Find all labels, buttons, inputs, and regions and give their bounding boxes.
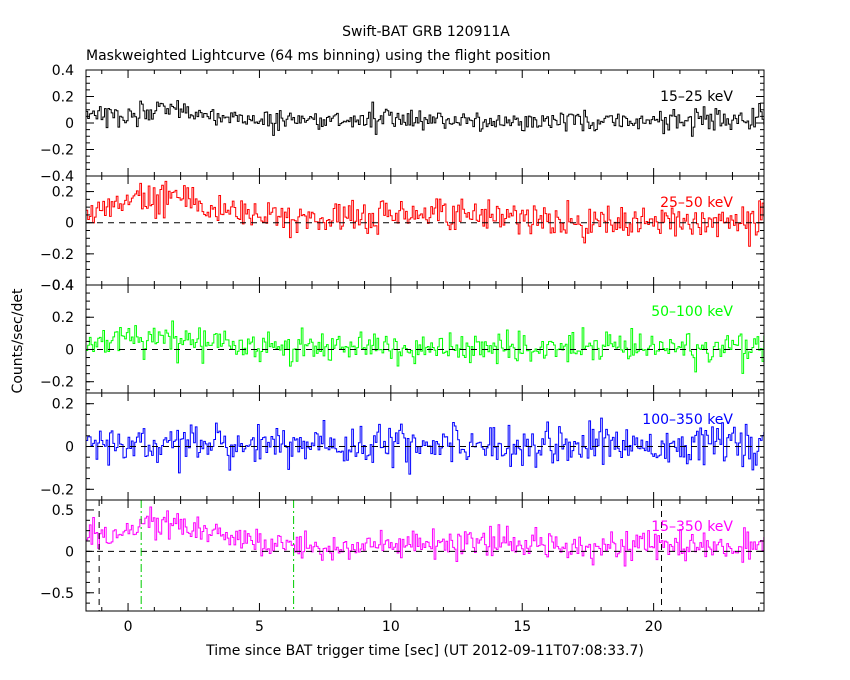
y-tick-label: 0.2 — [52, 310, 74, 326]
panel-frame — [85, 69, 765, 177]
band-label: 50–100 keV — [651, 304, 733, 320]
x-tick-label: 10 — [382, 619, 400, 635]
y-tick-label: −0.4 — [40, 278, 74, 294]
panel-frame — [85, 499, 765, 612]
lightcurve-series — [86, 320, 765, 374]
panel-2: −0.2 0 0.2 0.4 50–100 keV — [40, 278, 765, 394]
band-label: 15–350 keV — [651, 519, 733, 535]
band-label: 15–25 keV — [660, 89, 733, 105]
panel-frame — [85, 175, 765, 286]
panel-0: −0.4 −0.2 0 0.2 0.4 15–25 keV — [40, 63, 765, 185]
panel-3: −0.2 0 0.2 100–350 keV — [40, 392, 765, 501]
y-tick-label: 0.5 — [52, 503, 74, 519]
y-tick-label: 0.4 — [52, 278, 74, 294]
y-tick-label: −0.2 — [40, 375, 74, 391]
lightcurve-series — [86, 180, 765, 247]
chart-title: Swift-BAT GRB 120911A — [342, 24, 510, 40]
y-tick-label: 0.2 — [52, 397, 74, 413]
y-tick-label: −0.2 — [40, 482, 74, 498]
band-label: 25–50 keV — [660, 195, 733, 211]
x-tick-label: 0 — [124, 619, 133, 635]
y-tick-label: 0 — [65, 440, 74, 456]
x-axis-label: Time since BAT trigger time [sec] (UT 20… — [205, 643, 644, 659]
y-tick-label: 0 — [65, 544, 74, 560]
x-tick-labels: 0 5 10 15 20 — [124, 619, 663, 635]
lightcurve-series — [86, 506, 765, 567]
y-tick-label: −0.5 — [40, 586, 74, 602]
band-label: 100–350 keV — [642, 412, 733, 428]
x-tick-label: 15 — [513, 619, 531, 635]
panels-group: −0.4 −0.2 0 0.2 0.4 15–25 keV −0.4 −0.2 0 0.2 25–5… — [40, 63, 765, 612]
panel-1: −0.4 −0.2 0 0.2 25–50 keV — [40, 175, 765, 294]
panel-4: −0.5 0 0.5 15–350 keV — [40, 499, 765, 612]
y-tick-label: 0.4 — [52, 63, 74, 79]
y-tick-label: −0.4 — [40, 169, 74, 185]
y-tick-label: −0.2 — [40, 143, 74, 159]
panel-frame — [85, 284, 765, 394]
lightcurve-series — [86, 100, 765, 137]
x-tick-label: 5 — [255, 619, 264, 635]
x-tick-label: 20 — [645, 619, 663, 635]
lightcurve-series — [86, 417, 765, 475]
y-tick-label: −0.2 — [40, 247, 74, 263]
y-tick-label: 0 — [65, 116, 74, 132]
y-axis-label: Counts/sec/det — [10, 288, 26, 393]
y-tick-label: 0 — [65, 342, 74, 358]
y-tick-label: 0 — [65, 216, 74, 232]
y-tick-label: 0.2 — [52, 185, 74, 201]
y-tick-label: 0.2 — [52, 90, 74, 106]
chart-subtitle: Maskweighted Lightcurve (64 ms binning) … — [86, 48, 551, 64]
